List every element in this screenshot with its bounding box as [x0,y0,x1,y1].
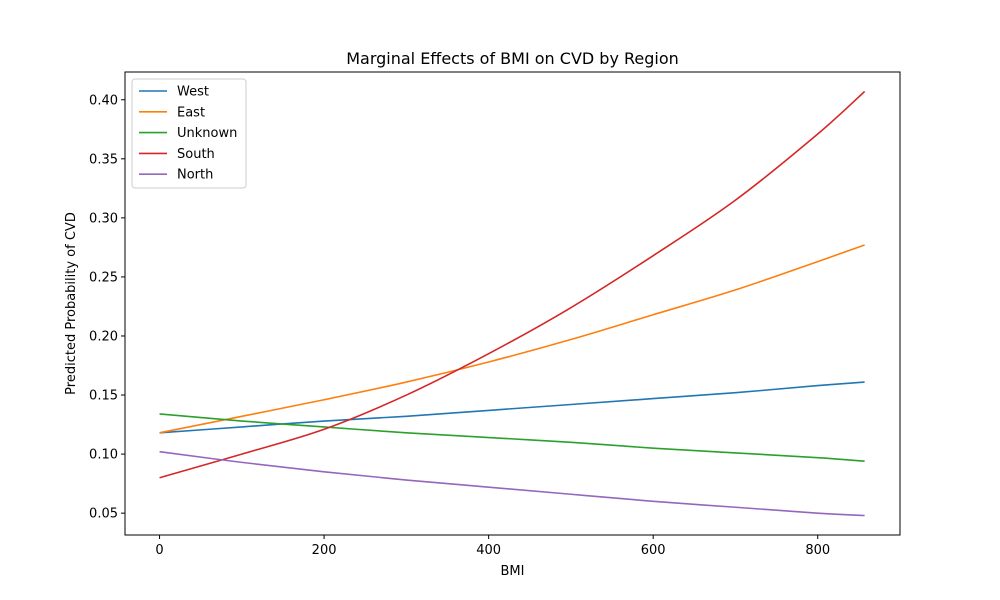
y-tick-label: 0.10 [89,448,118,463]
y-tick-label: 0.35 [89,152,118,167]
legend-label-north: North [177,168,213,183]
y-tick-label: 0.40 [89,93,118,108]
y-axis: 0.05 0.10 0.15 0.20 0.25 0.30 0.35 0.40 [89,93,125,522]
legend-box [131,78,247,189]
series-line-west [159,381,865,434]
series-line-south [159,90,866,479]
series-line-north [159,450,865,517]
plot-frame [124,71,901,536]
x-tick-label: 600 [641,543,666,558]
x-axis: 0 200 400 600 800 [155,535,830,558]
x-tick-label: 800 [805,543,830,558]
series-line-east [159,244,865,434]
y-tick-label: 0.20 [89,329,118,344]
y-tick-label: 0.25 [89,270,118,285]
legend-label-south: South [177,147,215,162]
legend-label-unknown: Unknown [177,126,237,141]
y-tick-label: 0.15 [89,389,118,404]
chart-title: Marginal Effects of BMI on CVD by Region [346,49,679,68]
y-tick-label: 0.30 [89,211,118,226]
x-tick-label: 400 [476,543,501,558]
legend: West East Unknown South North [131,78,247,189]
y-axis-label: Predicted Probability of CVD [64,212,79,395]
plot-lines [159,90,866,517]
legend-label-east: East [177,105,205,120]
legend-label-west: West [177,85,209,100]
x-axis-label: BMI [501,564,525,579]
x-tick-label: 0 [155,543,163,558]
x-tick-label: 200 [312,543,337,558]
series-line-unknown [159,413,865,462]
y-tick-label: 0.05 [89,507,118,522]
